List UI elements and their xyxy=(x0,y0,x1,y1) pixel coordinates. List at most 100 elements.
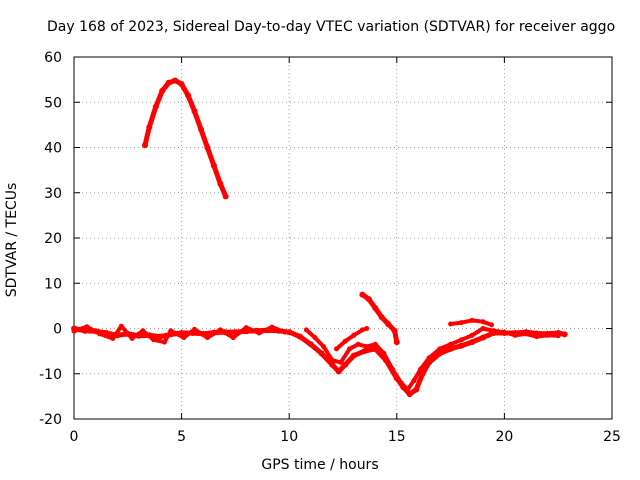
data-point xyxy=(303,327,309,333)
data-point xyxy=(381,350,387,356)
data-point xyxy=(178,81,185,88)
data-point xyxy=(243,325,249,331)
data-point xyxy=(419,370,426,377)
y-tick-label: 0 xyxy=(53,322,62,338)
data-point xyxy=(413,386,420,393)
data-point xyxy=(329,357,335,363)
data-point xyxy=(458,337,464,343)
y-tick-label: -10 xyxy=(39,367,62,383)
data-point xyxy=(172,77,179,84)
data-point xyxy=(204,144,211,151)
series-baseline-c xyxy=(304,326,561,392)
data-point xyxy=(479,334,486,341)
data-series xyxy=(71,77,568,398)
data-point xyxy=(385,321,392,327)
data-point xyxy=(458,320,464,326)
data-point xyxy=(391,327,398,334)
data-point xyxy=(307,341,314,348)
x-tick-label: 15 xyxy=(388,429,406,445)
data-point xyxy=(269,324,275,330)
data-point xyxy=(84,324,90,330)
data-point xyxy=(321,344,327,350)
data-point xyxy=(378,314,385,321)
data-point xyxy=(447,345,454,352)
data-point xyxy=(210,162,217,169)
data-point xyxy=(491,328,497,334)
x-tick-label: 20 xyxy=(495,429,513,445)
data-point xyxy=(437,346,443,352)
data-point xyxy=(544,332,550,338)
data-point xyxy=(217,327,223,333)
data-point xyxy=(71,328,77,334)
data-point xyxy=(372,305,379,312)
data-point xyxy=(534,334,540,340)
data-point xyxy=(480,319,486,325)
data-point xyxy=(335,368,342,375)
data-point xyxy=(523,331,529,337)
data-point xyxy=(359,291,366,298)
series-arc-high xyxy=(142,78,229,199)
data-point xyxy=(312,335,318,341)
data-point xyxy=(489,322,494,328)
data-point xyxy=(342,338,348,344)
data-point xyxy=(198,126,204,133)
data-point xyxy=(110,336,116,341)
data-point xyxy=(469,332,475,338)
data-point xyxy=(364,344,370,350)
data-point xyxy=(418,366,423,372)
data-point xyxy=(329,361,336,368)
data-point xyxy=(411,378,417,383)
data-point xyxy=(334,346,339,352)
series-baseline-a xyxy=(71,326,568,397)
data-point xyxy=(151,337,157,343)
data-point xyxy=(350,352,357,359)
data-point xyxy=(181,335,187,341)
y-tick-label: 40 xyxy=(44,141,62,157)
data-point xyxy=(361,348,368,355)
data-point xyxy=(372,341,378,347)
y-tick-label: 20 xyxy=(44,231,62,247)
x-axis-label: GPS time / hours xyxy=(261,457,379,473)
grid-lines xyxy=(74,57,612,419)
data-point xyxy=(501,329,507,335)
x-tick-label: 25 xyxy=(603,429,621,445)
data-point xyxy=(448,321,454,327)
data-point xyxy=(318,350,325,357)
x-tick-label: 10 xyxy=(280,429,298,445)
data-point xyxy=(364,326,370,331)
data-point xyxy=(286,329,293,336)
data-point xyxy=(161,339,167,345)
data-point xyxy=(192,326,197,332)
data-point xyxy=(390,366,395,372)
data-point xyxy=(157,333,164,340)
data-point xyxy=(140,328,146,334)
y-tick-label: -20 xyxy=(39,412,62,428)
y-tick-label: 50 xyxy=(44,95,62,111)
data-point xyxy=(191,108,198,115)
y-tick-label: 60 xyxy=(44,50,62,66)
data-point xyxy=(359,327,365,333)
data-point xyxy=(230,335,236,341)
data-point xyxy=(146,124,153,131)
data-point xyxy=(406,391,413,398)
data-point xyxy=(405,387,411,393)
data-point xyxy=(168,328,174,334)
data-point xyxy=(297,333,303,340)
data-point xyxy=(222,193,229,200)
data-point xyxy=(217,180,224,187)
data-point xyxy=(142,142,148,149)
data-point xyxy=(469,317,475,323)
y-tick-label: 10 xyxy=(44,276,62,292)
data-point xyxy=(355,341,361,347)
chart-title: Day 168 of 2023, Sidereal Day-to-day VTE… xyxy=(47,19,616,35)
data-point xyxy=(282,329,288,335)
data-point xyxy=(152,103,159,110)
data-point xyxy=(347,346,352,352)
data-point xyxy=(448,341,454,347)
data-point xyxy=(480,326,486,331)
y-tick-label: 30 xyxy=(44,186,62,202)
data-point xyxy=(256,330,262,336)
data-point xyxy=(129,336,135,341)
data-point xyxy=(118,323,124,329)
data-point xyxy=(159,87,166,94)
